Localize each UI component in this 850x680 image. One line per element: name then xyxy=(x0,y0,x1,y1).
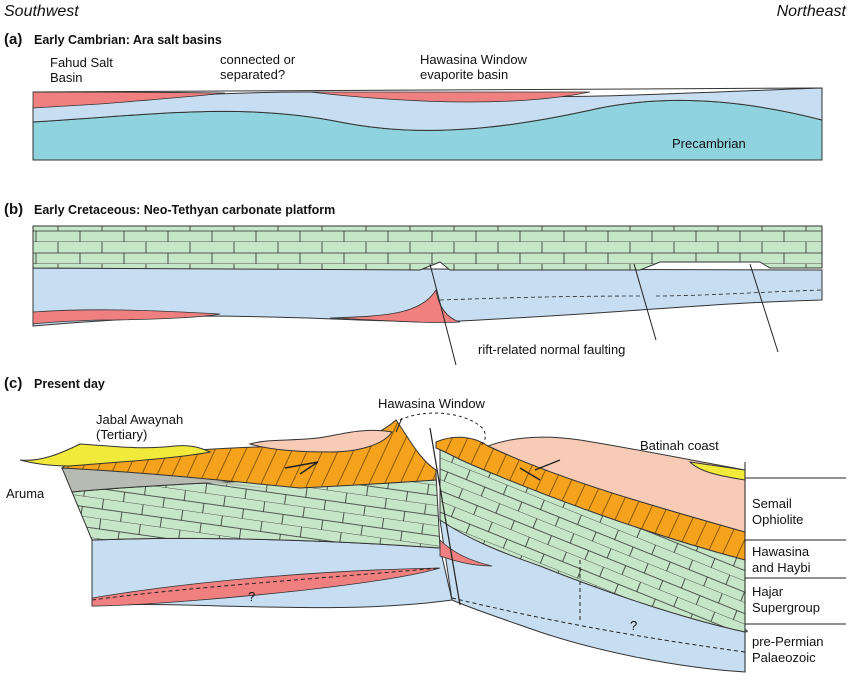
question-mark-left: ? xyxy=(248,589,255,604)
legend-item-4-line2: Palaeozoic xyxy=(752,650,816,665)
legend-item-1-line2: Ophiolite xyxy=(752,512,803,527)
batinah-label: Batinah coast xyxy=(640,438,719,453)
legend-item-2-line1: Hawasina xyxy=(752,544,810,559)
legend-item-2-line2: and Haybi xyxy=(752,560,811,575)
hawasina-evap-label-1: Hawasina Window xyxy=(420,52,528,67)
panel-a-title: Early Cambrian: Ara salt basins xyxy=(34,33,222,47)
northeast-label: Northeast xyxy=(777,3,847,20)
legend-item-3-line2: Supergroup xyxy=(752,600,820,615)
fahud-label-1: Fahud Salt xyxy=(50,55,113,70)
salt-c-fault xyxy=(439,539,493,567)
question-mark-right: ? xyxy=(630,618,637,633)
hawasina-evap-label-2: evaporite basin xyxy=(420,67,508,82)
aruma-label: Aruma xyxy=(6,486,45,501)
hawasina-c-left xyxy=(60,419,437,489)
salt-c-left xyxy=(91,567,441,607)
panel-b: (b) Early Cretaceous: Neo-Tethyan carbon… xyxy=(4,201,823,366)
legend-item-4-line1: pre-Permian xyxy=(752,634,824,649)
panel-c-title: Present day xyxy=(34,377,105,391)
panel-c: (c) Present day xyxy=(4,375,748,673)
ophiolite-c-left xyxy=(248,429,393,453)
southwest-label: Southwest xyxy=(4,3,79,20)
fahud-salt xyxy=(32,91,226,109)
precambrian-label: Precambrian xyxy=(672,136,746,151)
jabal-label-2: (Tertiary) xyxy=(96,427,147,442)
salt-b xyxy=(32,309,221,325)
connected-label-2: separated? xyxy=(220,67,285,82)
jabal-label-1: Jabal Awaynah xyxy=(96,412,183,427)
salt-b-fault xyxy=(329,288,461,323)
legend-item-1-line1: Semail xyxy=(752,496,792,511)
fahud-label-2: Basin xyxy=(50,70,83,85)
ophiolite-c-right xyxy=(486,436,746,533)
panel-b-title: Early Cretaceous: Neo-Tethyan carbonate … xyxy=(34,203,335,217)
connected-label-1: connected or xyxy=(220,52,296,67)
hawasina-salt xyxy=(309,91,591,103)
tertiary-c xyxy=(19,443,212,467)
panel-a-letter: (a) xyxy=(4,31,22,48)
legend: Semail Ophiolite Hawasina and Haybi Haja… xyxy=(744,462,846,672)
panel-a: (a) Early Cambrian: Ara salt basins Fahu… xyxy=(4,31,823,161)
carbonate-platform-b xyxy=(32,225,823,271)
window-label: Hawasina Window xyxy=(378,396,486,411)
legend-item-3-line1: Hajar xyxy=(752,584,784,599)
panel-c-letter: (c) xyxy=(4,375,22,392)
panel-b-letter: (b) xyxy=(4,201,23,218)
faulting-label: rift-related normal faulting xyxy=(478,342,625,357)
